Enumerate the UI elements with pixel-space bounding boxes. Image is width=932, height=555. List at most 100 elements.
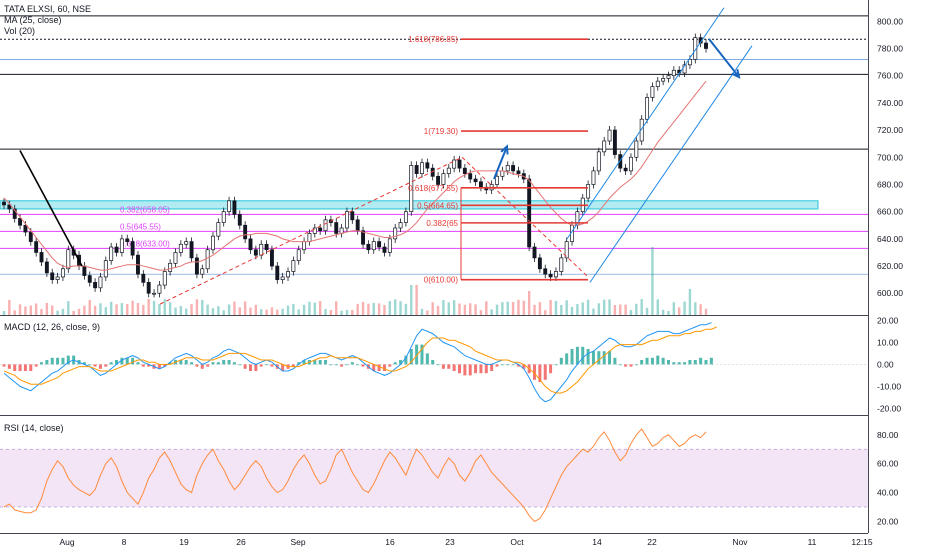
volume-bar (201, 299, 204, 315)
price-tick-label: 660.00 (877, 207, 903, 217)
ma-legend[interactable]: MA (25, close) (4, 15, 62, 25)
trend-line (19, 150, 83, 267)
volume-bar (270, 307, 274, 315)
vol-legend[interactable]: Vol (20) (4, 26, 36, 36)
volume-bar (88, 299, 91, 315)
price-axes: 600.00 620.00 640.00 660.00 680.00 700.00 720.… (877, 16, 903, 526)
macd-histogram-bar (543, 364, 547, 380)
volume-bar (399, 301, 402, 315)
volume-bar (51, 305, 54, 315)
candle-body (623, 167, 628, 172)
fib-label: 0.618(677.55) (408, 184, 458, 193)
channel-lower (589, 45, 753, 283)
time-tick-label: 16 (385, 537, 395, 547)
macd-histogram-bar (538, 364, 542, 382)
volume-bar (292, 303, 295, 315)
price-zones (0, 200, 819, 210)
candle-body (393, 227, 398, 240)
signal-line (3, 326, 717, 394)
macd-histogram-bar (533, 364, 537, 380)
macd-histogram-bar (506, 364, 510, 366)
volume-bar (24, 306, 27, 315)
volume-bar (345, 309, 349, 315)
ma-line (3, 80, 707, 271)
time-tick-label: 12:15 (851, 537, 873, 547)
macd-histogram-bar (125, 357, 129, 365)
fib-label: 1.618(786.85) (408, 35, 458, 44)
time-tick-label: 26 (236, 537, 246, 547)
drawing-tools[interactable] (19, 7, 753, 305)
candle-body (221, 211, 226, 223)
volume-bar (361, 301, 365, 315)
volume-bar (624, 304, 627, 315)
macd-histogram-bar (168, 362, 172, 365)
macd-histogram-bar (270, 364, 274, 367)
down-arrow-head (731, 69, 741, 79)
time-tick-label: 11 (808, 537, 817, 547)
macd-histogram-bar (265, 364, 269, 366)
volume-bar (93, 305, 97, 315)
volume-bar (286, 305, 290, 315)
volume-bar (458, 303, 461, 315)
macd-histogram-bar (693, 360, 697, 365)
candle-body (216, 222, 221, 237)
volume-bar (83, 305, 86, 315)
macd-histogram-bar (500, 364, 504, 366)
candle-body (468, 173, 473, 180)
macd-histogram-bar (243, 364, 247, 369)
macd-tick-label: 0.00 (877, 359, 894, 369)
symbol-title[interactable]: TATA ELXSI, 60, NSE (4, 4, 92, 14)
volume-bar (549, 299, 552, 315)
macd-histogram-bar (329, 364, 333, 366)
macd-histogram-bar (340, 364, 344, 367)
macd-legend[interactable]: MACD (12, 26, close, 9) (4, 322, 101, 332)
price-tick-label: 700.00 (877, 152, 903, 162)
volume-bar (667, 310, 670, 315)
volume-bar (222, 310, 225, 315)
macd-histogram-bar (249, 364, 253, 371)
macd-histogram-bar (211, 362, 215, 365)
volume-bar (99, 303, 102, 315)
candle-body (189, 241, 194, 259)
candle-body (687, 59, 692, 66)
macd-histogram-bar (157, 364, 161, 369)
volume-bar (506, 301, 509, 315)
candle-body (425, 162, 430, 169)
volume-bar (8, 299, 11, 315)
candle-body (302, 241, 307, 251)
macd-histogram-bar (479, 364, 483, 374)
candle-body (655, 80, 660, 87)
candle-body (478, 181, 483, 188)
candle-body (296, 249, 301, 261)
candle-body (671, 69, 676, 77)
candle-body (462, 167, 467, 174)
candle-body (645, 97, 650, 120)
candle-body (264, 243, 269, 251)
volume-bar (538, 302, 542, 315)
macd-histogram-bar (324, 360, 328, 365)
macd-histogram-bar (302, 360, 306, 365)
macd-histogram-bar (388, 364, 392, 367)
rsi-legend[interactable]: RSI (14, close) (4, 423, 64, 433)
volume-bar (254, 304, 258, 315)
volume-bar (77, 308, 81, 315)
volume-bar (195, 299, 199, 315)
volume-bar (297, 309, 300, 315)
candle-body (500, 170, 505, 177)
volume-bar (367, 303, 370, 315)
candle-body (554, 271, 558, 278)
time-tick-label: 14 (592, 537, 602, 547)
volume-bar (463, 304, 467, 315)
volume-bar (597, 303, 601, 315)
macd-histogram-bar (120, 357, 124, 365)
macd-panel (0, 322, 868, 403)
volume-bar (174, 307, 177, 315)
volume-bar (329, 310, 333, 315)
macd-histogram-bar (441, 364, 445, 369)
macd-histogram-bar (232, 362, 236, 365)
macd-histogram-bar (382, 364, 386, 371)
macd-histogram-bar (206, 364, 210, 367)
time-tick-label: Sep (290, 537, 305, 547)
